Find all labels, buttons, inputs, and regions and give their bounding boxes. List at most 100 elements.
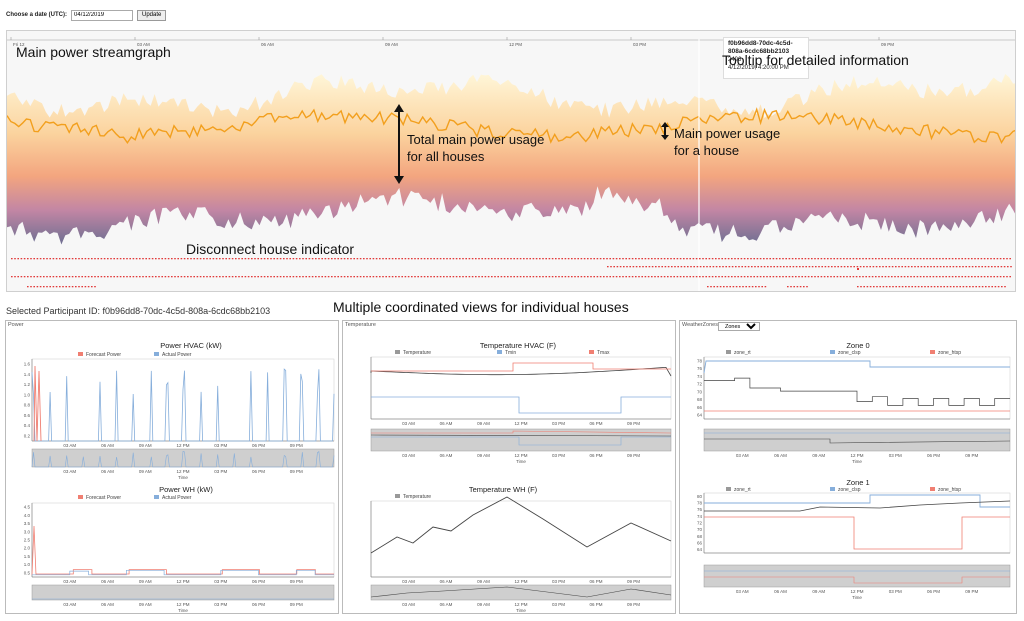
disconnect-mark: [834, 266, 836, 268]
series-line[interactable]: [31, 451, 335, 468]
disconnect-mark: [946, 286, 949, 288]
temperature-hvac-context[interactable]: 03 AM 06 AM 09 AM 12 PM 03 PM 06 PM 09 PM Time: [370, 428, 672, 464]
series-line[interactable]: [703, 360, 1010, 374]
temperature-wh-chart[interactable]: 03 AM 06 AM 09 AM 12 PM 03 PM 06 PM 09 PM: [370, 496, 672, 584]
series-line[interactable]: [370, 496, 672, 554]
series-line[interactable]: [371, 436, 671, 446]
disconnect-mark: [398, 276, 400, 278]
disconnect-mark: [174, 276, 176, 278]
disconnect-mark: [1007, 266, 1009, 268]
series-line[interactable]: [704, 494, 1010, 508]
series-line[interactable]: [371, 362, 671, 372]
series-line[interactable]: [33, 365, 42, 442]
zone1-context[interactable]: 03 AM 06 AM 09 AM 12 PM 03 PM 06 PM 09 PM Time: [703, 564, 1011, 600]
disconnect-mark: [20, 258, 23, 260]
disconnect-mark: [644, 258, 647, 260]
disconnect-mark: [916, 258, 919, 260]
series-line[interactable]: [704, 438, 1011, 444]
brush-area[interactable]: [370, 428, 672, 452]
brush-area[interactable]: [31, 584, 335, 601]
disconnect-mark: [78, 276, 80, 278]
brush-area[interactable]: [703, 564, 1011, 588]
disconnect-mark: [879, 266, 881, 268]
disconnect-mark: [206, 258, 208, 260]
series-line[interactable]: [370, 434, 672, 437]
disconnect-mark: [372, 258, 375, 260]
disconnect-mark: [737, 258, 739, 260]
disconnect-mark: [956, 286, 958, 288]
house-power-line[interactable]: [7, 107, 1016, 145]
disconnect-mark: [855, 258, 858, 260]
disconnect-mark: [710, 286, 712, 288]
detail-tooltip: f0b96dd8-70dc-4c5d-808a-6cdc68bb2103 249…: [723, 37, 809, 79]
series-line[interactable]: [704, 377, 1010, 406]
legend-zone-clsp: zone_clsp: [838, 350, 861, 356]
total-power-stream[interactable]: [7, 74, 1016, 245]
power-hvac-context[interactable]: 03 AM 06 AM 09 AM 12 PM 03 PM 06 PM 09 PM Time: [31, 448, 335, 480]
y-tick-label: 0.5: [24, 570, 31, 575]
zone0-context[interactable]: 03 AM 06 AM 09 AM 12 PM 03 PM 06 PM 09 PM Time: [703, 428, 1011, 464]
series-line[interactable]: [370, 586, 672, 598]
update-button[interactable]: Update: [137, 9, 167, 21]
disconnect-mark: [860, 286, 862, 288]
power-wh-chart[interactable]: 4.5 4.0 3.5 3.0 2.5 2.0 1.5 1.0 0.5 03 AM 06 AM 09 …: [24, 502, 335, 584]
brush-area[interactable]: [31, 448, 335, 468]
series-line[interactable]: [371, 396, 671, 414]
disconnect-mark: [254, 258, 256, 260]
zone0-chart[interactable]: 78 76 74 72 70 68 66 64: [697, 356, 1011, 420]
x-tick-label: 09 AM: [812, 589, 825, 594]
disconnect-mark: [222, 258, 224, 260]
disconnect-mark: [1004, 286, 1006, 288]
brush-area[interactable]: [703, 428, 1011, 452]
series-line[interactable]: [704, 500, 1011, 512]
zone-charts[interactable]: Zone 0 zone_rt zone_clsp zone_htsp 78767…: [680, 321, 1018, 615]
series-line[interactable]: [371, 430, 672, 434]
disconnect-mark: [879, 286, 881, 288]
x-tick-label: 03 AM: [402, 421, 415, 426]
date-input[interactable]: [71, 9, 134, 21]
zone1-title: Zone 1: [846, 478, 869, 487]
disconnect-mark: [747, 266, 750, 268]
power-hvac-chart[interactable]: 1.6 1.4 1.2 1.0 0.8 0.6 0.4 0.2 03 AM 06 AM 09 AM 1…: [24, 358, 335, 448]
brush-area[interactable]: [370, 584, 672, 601]
disconnect-mark: [299, 276, 301, 278]
disconnect-mark: [881, 276, 883, 278]
x-tick-label: 09 AM: [477, 421, 490, 426]
disconnect-mark: [661, 266, 663, 268]
series-line[interactable]: [370, 366, 672, 377]
series-line[interactable]: [31, 525, 334, 576]
disconnect-mark: [962, 266, 964, 268]
disconnect-mark: [657, 276, 659, 278]
series-line[interactable]: [32, 569, 334, 576]
disconnect-mark: [631, 258, 634, 260]
disconnect-mark: [484, 258, 487, 260]
temperature-charts[interactable]: Temperature HVAC (F) Temperature Tmin Tm…: [343, 321, 677, 615]
disconnect-mark: [356, 276, 359, 278]
temperature-wh-context[interactable]: 03 AM 06 AM 09 AM 12 PM 03 PM 06 PM 09 PM Time: [370, 584, 672, 613]
disconnect-mark: [599, 276, 602, 278]
disconnect-mark: [734, 258, 736, 260]
disconnect-mark: [279, 258, 282, 260]
series-line[interactable]: [704, 576, 1010, 584]
y-tick-label: 0.2: [24, 433, 31, 438]
disconnect-mark: [705, 258, 707, 260]
disconnect-mark: [334, 276, 336, 278]
disconnect-mark: [708, 276, 711, 278]
disconnect-mark: [837, 266, 839, 268]
power-charts[interactable]: Power HVAC (kW) Forecast Power Actual Po…: [6, 321, 340, 615]
disconnect-mark: [375, 258, 378, 260]
zone-selector[interactable]: Zones: [718, 322, 760, 331]
disconnect-mark: [745, 286, 747, 288]
x-tick-label: 12 PM: [176, 602, 189, 607]
legend-temp-swatch-wh: [395, 494, 400, 498]
temperature-hvac-chart[interactable]: 03 AM 06 AM 09 AM 12 PM 03 PM 06 PM 09 PM: [370, 356, 672, 426]
series-line[interactable]: [31, 368, 335, 442]
disconnect-mark: [299, 258, 301, 260]
disconnect-mark: [980, 276, 983, 278]
power-wh-context[interactable]: 03 AM 06 AM 09 AM 12 PM 03 PM 06 PM 09 PM Time: [31, 584, 335, 613]
disconnect-mark: [199, 258, 202, 260]
series-line[interactable]: [704, 516, 1010, 550]
